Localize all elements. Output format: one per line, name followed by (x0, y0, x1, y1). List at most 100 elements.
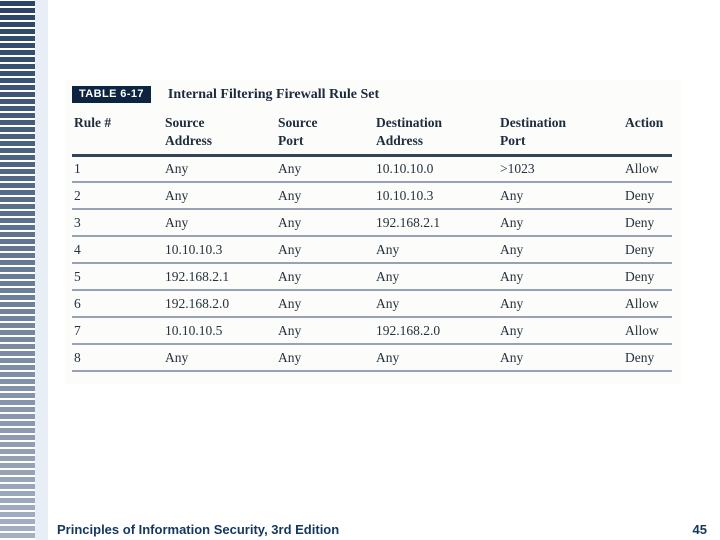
table-cell: 1 (72, 155, 165, 183)
sidebar-bar (0, 232, 35, 237)
sidebar-strip (35, 0, 48, 540)
table-cell: Any (165, 182, 278, 210)
table-cell: Allow (625, 290, 672, 318)
sidebar-bar (0, 260, 35, 265)
table-title: Internal Filtering Firewall Rule Set (167, 87, 380, 102)
sidebar-bar (0, 463, 35, 468)
sidebar-bar (0, 211, 35, 216)
table-row: 7 10.10.10.5 Any 192.168.2.0 Any Allow (72, 317, 672, 345)
table-cell: Deny (625, 263, 672, 291)
sidebar-bar (0, 533, 35, 538)
table-cell: Any (376, 290, 500, 318)
table-cell: 10.10.10.3 (376, 182, 500, 210)
sidebar-bar (0, 57, 35, 62)
slide-page-number: 45 (692, 522, 707, 537)
table-row: 8 Any Any Any Any Deny (72, 344, 672, 372)
table-cell: 192.168.2.0 (376, 317, 500, 345)
sidebar-bar (0, 442, 35, 447)
sidebar-bar (0, 470, 35, 475)
table-cell: Any (376, 344, 500, 372)
sidebar-bar (0, 183, 35, 188)
table-cell: Any (500, 290, 625, 318)
table-cell: 3 (72, 209, 165, 237)
sidebar-bar (0, 267, 35, 272)
sidebar-bar (0, 449, 35, 454)
sidebar-bar (0, 78, 35, 83)
table-cell: Any (376, 236, 500, 264)
table-cell: Any (278, 155, 376, 183)
table-cell: >1023 (500, 155, 625, 183)
sidebar-bar (0, 323, 35, 328)
sidebar-bar (0, 141, 35, 146)
table-cell: Allow (625, 155, 672, 183)
sidebar-bar (0, 155, 35, 160)
sidebar-bar (0, 400, 35, 405)
table-cell: 10.10.10.5 (165, 317, 278, 345)
table-cell: Deny (625, 344, 672, 372)
table-cell: 10.10.10.0 (376, 155, 500, 183)
sidebar-bar (0, 435, 35, 440)
sidebar-bar (0, 15, 35, 20)
table-cell: Any (500, 182, 625, 210)
table-cell: 6 (72, 290, 165, 318)
table-cell: 10.10.10.3 (165, 236, 278, 264)
sidebar-bar (0, 113, 35, 118)
firewall-rules-table: Rule # Source Address Source Port Destin… (72, 112, 672, 372)
table-cell: Any (278, 317, 376, 345)
table-caption: TABLE 6-17 Internal Filtering Firewall R… (72, 86, 673, 112)
table-cell: Any (165, 209, 278, 237)
sidebar-bar (0, 365, 35, 370)
table-cell: Deny (625, 209, 672, 237)
sidebar-bar (0, 162, 35, 167)
table-cell: Any (278, 263, 376, 291)
table-cell: Any (500, 263, 625, 291)
sidebar-bar (0, 8, 35, 13)
sidebar-bar (0, 225, 35, 230)
table-row: 1 Any Any 10.10.10.0 >1023 Allow (72, 155, 672, 183)
table-cell: 192.168.2.1 (376, 209, 500, 237)
table-cell: Any (165, 155, 278, 183)
table-row: 4 10.10.10.3 Any Any Any Deny (72, 236, 672, 264)
sidebar-bar (0, 491, 35, 496)
column-header-action: Action (625, 112, 672, 157)
sidebar-bar (0, 344, 35, 349)
sidebar-bar (0, 134, 35, 139)
sidebar-bar (0, 288, 35, 293)
sidebar-bar (0, 512, 35, 517)
table-cell: Any (278, 344, 376, 372)
table-cell: Any (278, 209, 376, 237)
table-cell: Any (500, 317, 625, 345)
sidebar-bar (0, 421, 35, 426)
sidebar-bar (0, 477, 35, 482)
sidebar-bar (0, 372, 35, 377)
sidebar-bar (0, 407, 35, 412)
sidebar-bar (0, 92, 35, 97)
table-cell: Any (278, 236, 376, 264)
table-row: 5 192.168.2.1 Any Any Any Deny (72, 263, 672, 291)
table-cell: Any (376, 263, 500, 291)
sidebar-bar (0, 1, 35, 6)
sidebar-bar (0, 148, 35, 153)
sidebar-bar (0, 204, 35, 209)
sidebar-bar (0, 120, 35, 125)
sidebar-bar (0, 169, 35, 174)
column-header-source-port: Source Port (278, 112, 376, 157)
sidebar-bar (0, 64, 35, 69)
sidebar-bar (0, 302, 35, 307)
sidebar-bar (0, 176, 35, 181)
sidebar-bar (0, 351, 35, 356)
sidebar-bar (0, 106, 35, 111)
sidebar-bar (0, 309, 35, 314)
sidebar-bar (0, 127, 35, 132)
table-cell: 8 (72, 344, 165, 372)
sidebar-bar (0, 456, 35, 461)
column-header-rule: Rule # (72, 112, 165, 157)
table-label: TABLE 6-17 (72, 86, 151, 103)
table-row: 2 Any Any 10.10.10.3 Any Deny (72, 182, 672, 210)
table-cell: Any (500, 344, 625, 372)
sidebar-bar (0, 519, 35, 524)
sidebar-bar (0, 498, 35, 503)
column-header-source-address: Source Address (165, 112, 278, 157)
sidebar-bar (0, 36, 35, 41)
